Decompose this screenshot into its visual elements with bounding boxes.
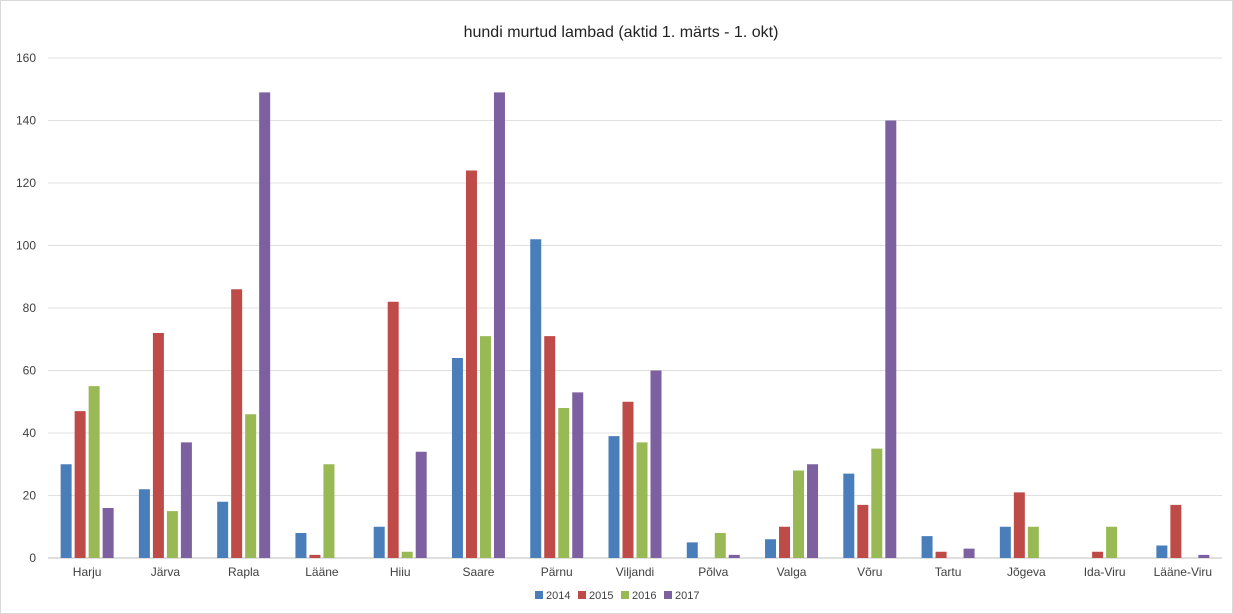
legend-swatch-2016 <box>621 591 629 599</box>
bar-Tartu-2017 <box>963 548 975 558</box>
bar-Rapla-2015 <box>231 289 243 558</box>
bar-Valga-2016 <box>793 470 805 558</box>
bar-Tartu-2015 <box>935 551 947 558</box>
bar-Tartu-2014 <box>921 536 933 558</box>
bar-Jõgeva-2014 <box>999 526 1011 558</box>
bar-Põlva-2016 <box>714 533 726 558</box>
legend-label: 2017 <box>675 590 699 602</box>
bar-Harju-2015 <box>74 411 86 558</box>
x-tick-label: Valga <box>777 565 807 579</box>
bar-Lääne-Viru-2015 <box>1170 504 1182 558</box>
bar-Valga-2014 <box>765 539 777 558</box>
bar-Põlva-2017 <box>728 554 740 558</box>
y-tick-label: 20 <box>23 489 37 503</box>
bar-Võru-2016 <box>871 448 883 558</box>
x-tick-label: Tartu <box>935 565 962 579</box>
legend-label: 2015 <box>589 590 613 602</box>
bar-Pärnu-2016 <box>558 408 570 558</box>
y-tick-label: 60 <box>23 364 37 378</box>
y-tick-label: 40 <box>23 426 37 440</box>
bar-Hiiu-2016 <box>401 551 413 558</box>
bar-Viljandi-2017 <box>650 370 662 558</box>
x-tick-label: Järva <box>151 565 181 579</box>
bar-Rapla-2016 <box>245 414 257 558</box>
x-tick-label: Viljandi <box>616 565 654 579</box>
bar-Jõgeva-2016 <box>1027 526 1039 558</box>
bar-Rapla-2014 <box>217 501 229 558</box>
bars <box>60 92 1210 558</box>
y-tick-label: 80 <box>23 301 37 315</box>
bar-Lääne-2016 <box>323 464 335 558</box>
bar-Harju-2014 <box>60 464 72 558</box>
bar-Hiiu-2015 <box>387 301 399 558</box>
bar-Hiiu-2017 <box>415 451 427 558</box>
chart-title: hundi murtud lambad (aktid 1. märts - 1.… <box>464 24 779 41</box>
bar-Saare-2016 <box>479 336 491 558</box>
x-tick-label: Võru <box>857 565 882 579</box>
bar-Ida-Viru-2016 <box>1106 526 1118 558</box>
x-tick-label: Lääne-Viru <box>1154 565 1213 579</box>
bar-Viljandi-2014 <box>608 436 620 558</box>
bar-Pärnu-2015 <box>544 336 556 558</box>
bar-Saare-2014 <box>451 358 463 558</box>
bar-Lääne-Viru-2014 <box>1156 545 1168 558</box>
bar-Harju-2016 <box>88 386 100 558</box>
bar-Saare-2017 <box>493 92 505 558</box>
bar-Pärnu-2014 <box>530 239 542 558</box>
x-tick-label: Saare <box>462 565 494 579</box>
y-tick-label: 0 <box>29 551 36 565</box>
bar-Lääne-2014 <box>295 533 307 558</box>
bar-Saare-2015 <box>465 170 477 558</box>
x-tick-label: Hiiu <box>390 565 411 579</box>
bar-Harju-2017 <box>102 508 114 558</box>
y-tick-label: 140 <box>16 114 36 128</box>
bar-Järva-2014 <box>138 489 150 558</box>
bar-Ida-Viru-2015 <box>1092 551 1104 558</box>
bar-Jõgeva-2015 <box>1013 492 1025 558</box>
bar-Pärnu-2017 <box>572 392 584 558</box>
bar-Valga-2015 <box>779 526 791 558</box>
legend-swatch-2017 <box>664 591 672 599</box>
gridlines <box>48 57 1222 559</box>
x-tick-label: Põlva <box>698 565 728 579</box>
bar-Võru-2017 <box>885 120 897 558</box>
legend-swatch-2014 <box>535 591 543 599</box>
x-tick-label: Harju <box>73 565 102 579</box>
bar-Võru-2014 <box>843 473 855 558</box>
bar-Võru-2015 <box>857 504 869 558</box>
y-tick-label: 160 <box>16 51 36 65</box>
legend-label: 2014 <box>546 590 570 602</box>
y-axis-ticks: 0 20 40 60 80 100 120 140 160 <box>16 51 36 565</box>
bar-Põlva-2014 <box>686 542 698 558</box>
x-tick-label: Lääne <box>305 565 339 579</box>
x-tick-label: Jõgeva <box>1007 565 1046 579</box>
bar-Hiiu-2014 <box>373 526 385 558</box>
bar-Lääne-Viru-2017 <box>1198 554 1210 558</box>
x-tick-label: Pärnu <box>541 565 573 579</box>
legend-label: 2016 <box>632 590 656 602</box>
legend: 2014 2015 2016 2017 <box>535 590 699 602</box>
bar-Valga-2017 <box>807 464 819 558</box>
bar-Järva-2016 <box>166 511 178 558</box>
bar-Rapla-2017 <box>259 92 271 558</box>
bar-Viljandi-2016 <box>636 442 648 558</box>
bar-Järva-2017 <box>180 442 192 558</box>
bar-Lääne-2015 <box>309 554 321 558</box>
x-axis: Harju Järva Rapla Lääne Hiiu Saare Pärnu Viljan… <box>73 565 1212 579</box>
x-tick-label: Rapla <box>228 565 260 579</box>
y-tick-label: 120 <box>16 176 36 190</box>
y-tick-label: 100 <box>16 239 36 253</box>
bar-Viljandi-2015 <box>622 401 634 558</box>
x-tick-label: Ida-Viru <box>1084 565 1126 579</box>
legend-swatch-2015 <box>578 591 586 599</box>
bar-Järva-2015 <box>152 333 164 558</box>
